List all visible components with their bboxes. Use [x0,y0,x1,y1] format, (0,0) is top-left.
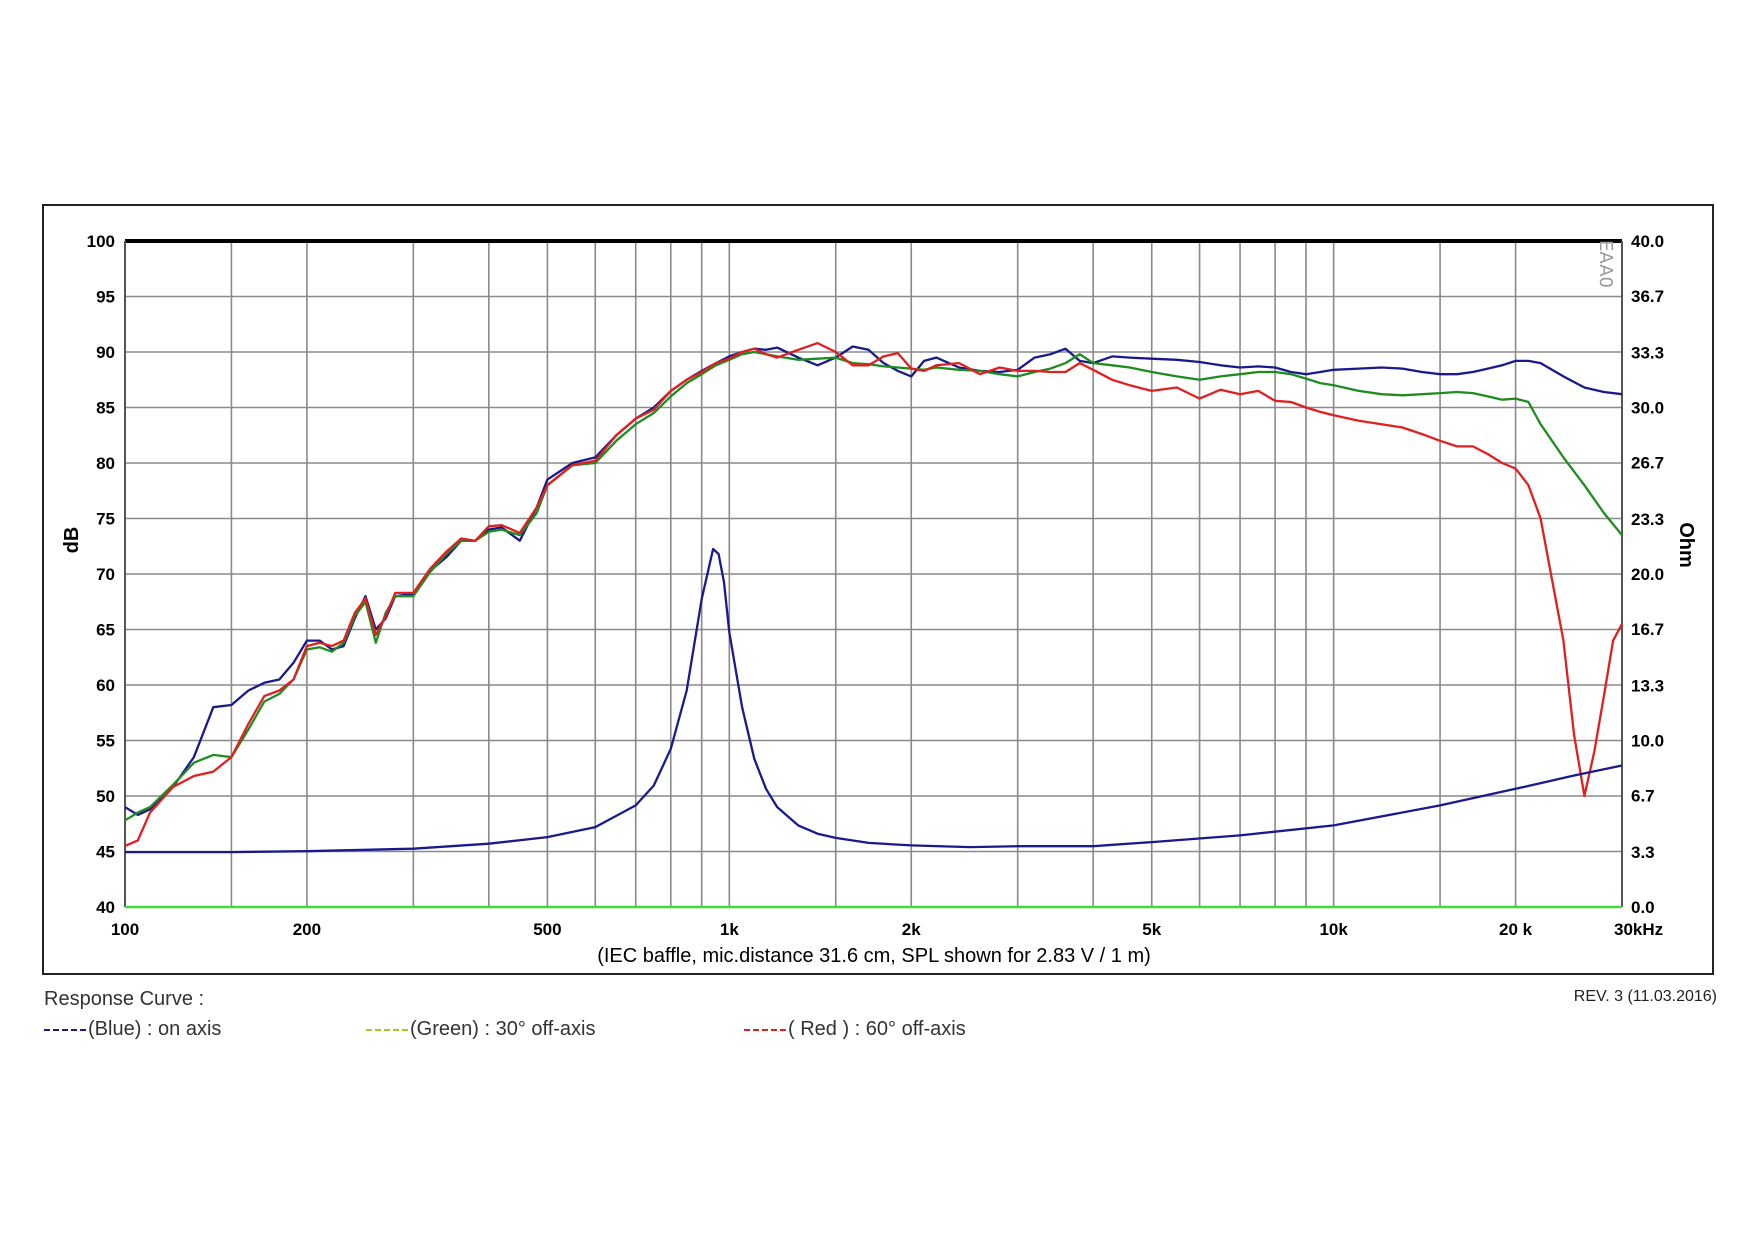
x-tick-label: 1k [720,920,739,939]
legend-swatch-blue [44,1028,86,1031]
chart-frame [42,204,1714,975]
y2-tick-label: 16.7 [1631,620,1664,639]
y-tick-label: 85 [96,399,115,418]
y2-tick-label: 10.0 [1631,732,1664,751]
y-tick-label: 80 [96,454,115,473]
plot-area [124,341,1624,909]
x-tick-label: 100 [111,920,139,939]
y-tick-label: 95 [96,288,115,307]
legend-swatch-red [744,1028,786,1031]
revision-label: REV. 3 (11.03.2016) [1573,988,1717,1005]
legend-swatch-green [366,1028,408,1031]
legend-item-green: (Green) : 30° off-axis [366,1018,595,1041]
impedance-curve [125,547,1623,854]
y2-axis-title: Ohm [1675,522,1697,568]
y2-tick-label: 23.3 [1631,510,1664,529]
y2-tick-label: 3.3 [1631,843,1655,862]
y2-tick-label: 33.3 [1631,344,1664,363]
60deg-curve [124,341,1624,848]
y-tick-label: 70 [96,565,115,584]
y-tick-label: 65 [96,621,115,640]
legend-label-red: ( Red ) : 60° off-axis [788,1018,966,1040]
30deg-curve [124,350,1623,822]
y2-tick-label: 0.0 [1631,898,1655,917]
x-axis: 100 200 500 1k 2k 5k 10k 20 k 30kHz [111,920,1663,939]
y-tick-label: 45 [96,843,115,862]
x-tick-label: 500 [533,920,561,939]
y-tick-label: 50 [96,787,115,806]
watermark: EAA0 [1595,240,1616,288]
y2-tick-label: 13.3 [1631,677,1664,696]
legend-title: Response Curve : [44,988,205,1010]
x-tick-label: 2k [902,920,921,939]
legend-item-red: ( Red ) : 60° off-axis [744,1018,966,1041]
x-tick-label: 10k [1319,920,1348,939]
legend-label-blue: (Blue) : on axis [88,1018,222,1040]
x-tick-label: 5k [1142,920,1161,939]
legend-item-blue: (Blue) : on axis [44,1018,221,1041]
y-tick-label: 60 [96,676,115,695]
y2-tick-label: 26.7 [1631,453,1664,472]
y2-tick-label: 30.0 [1631,399,1664,418]
y-tick-label: 90 [96,343,115,362]
y-axis-left: 40 45 50 55 60 65 70 75 80 85 90 95 100 [87,232,115,917]
y-tick-label: 55 [96,732,115,751]
y-axis-right: 0.0 3.3 6.7 10.0 13.3 16.7 20.0 23.3 26.7 30.0 33.… [1631,232,1664,917]
x-axis-caption: (IEC baffle, mic.distance 31.6 cm, SPL s… [597,945,1151,967]
x-tick-label: 20 k [1499,920,1533,939]
y2-tick-label: 20.0 [1631,565,1664,584]
y2-tick-label: 40.0 [1631,232,1664,251]
y2-tick-label: 6.7 [1631,786,1655,805]
x-tick-label: 200 [293,920,321,939]
y2-tick-label: 36.7 [1631,287,1664,306]
legend-label-green: (Green) : 30° off-axis [410,1018,596,1040]
y-tick-label: 100 [87,232,115,251]
y-tick-label: 75 [96,510,115,529]
x-tick-label: 30kHz [1614,920,1663,939]
y-tick-label: 40 [96,898,115,917]
y-axis-title: dB [61,527,83,554]
